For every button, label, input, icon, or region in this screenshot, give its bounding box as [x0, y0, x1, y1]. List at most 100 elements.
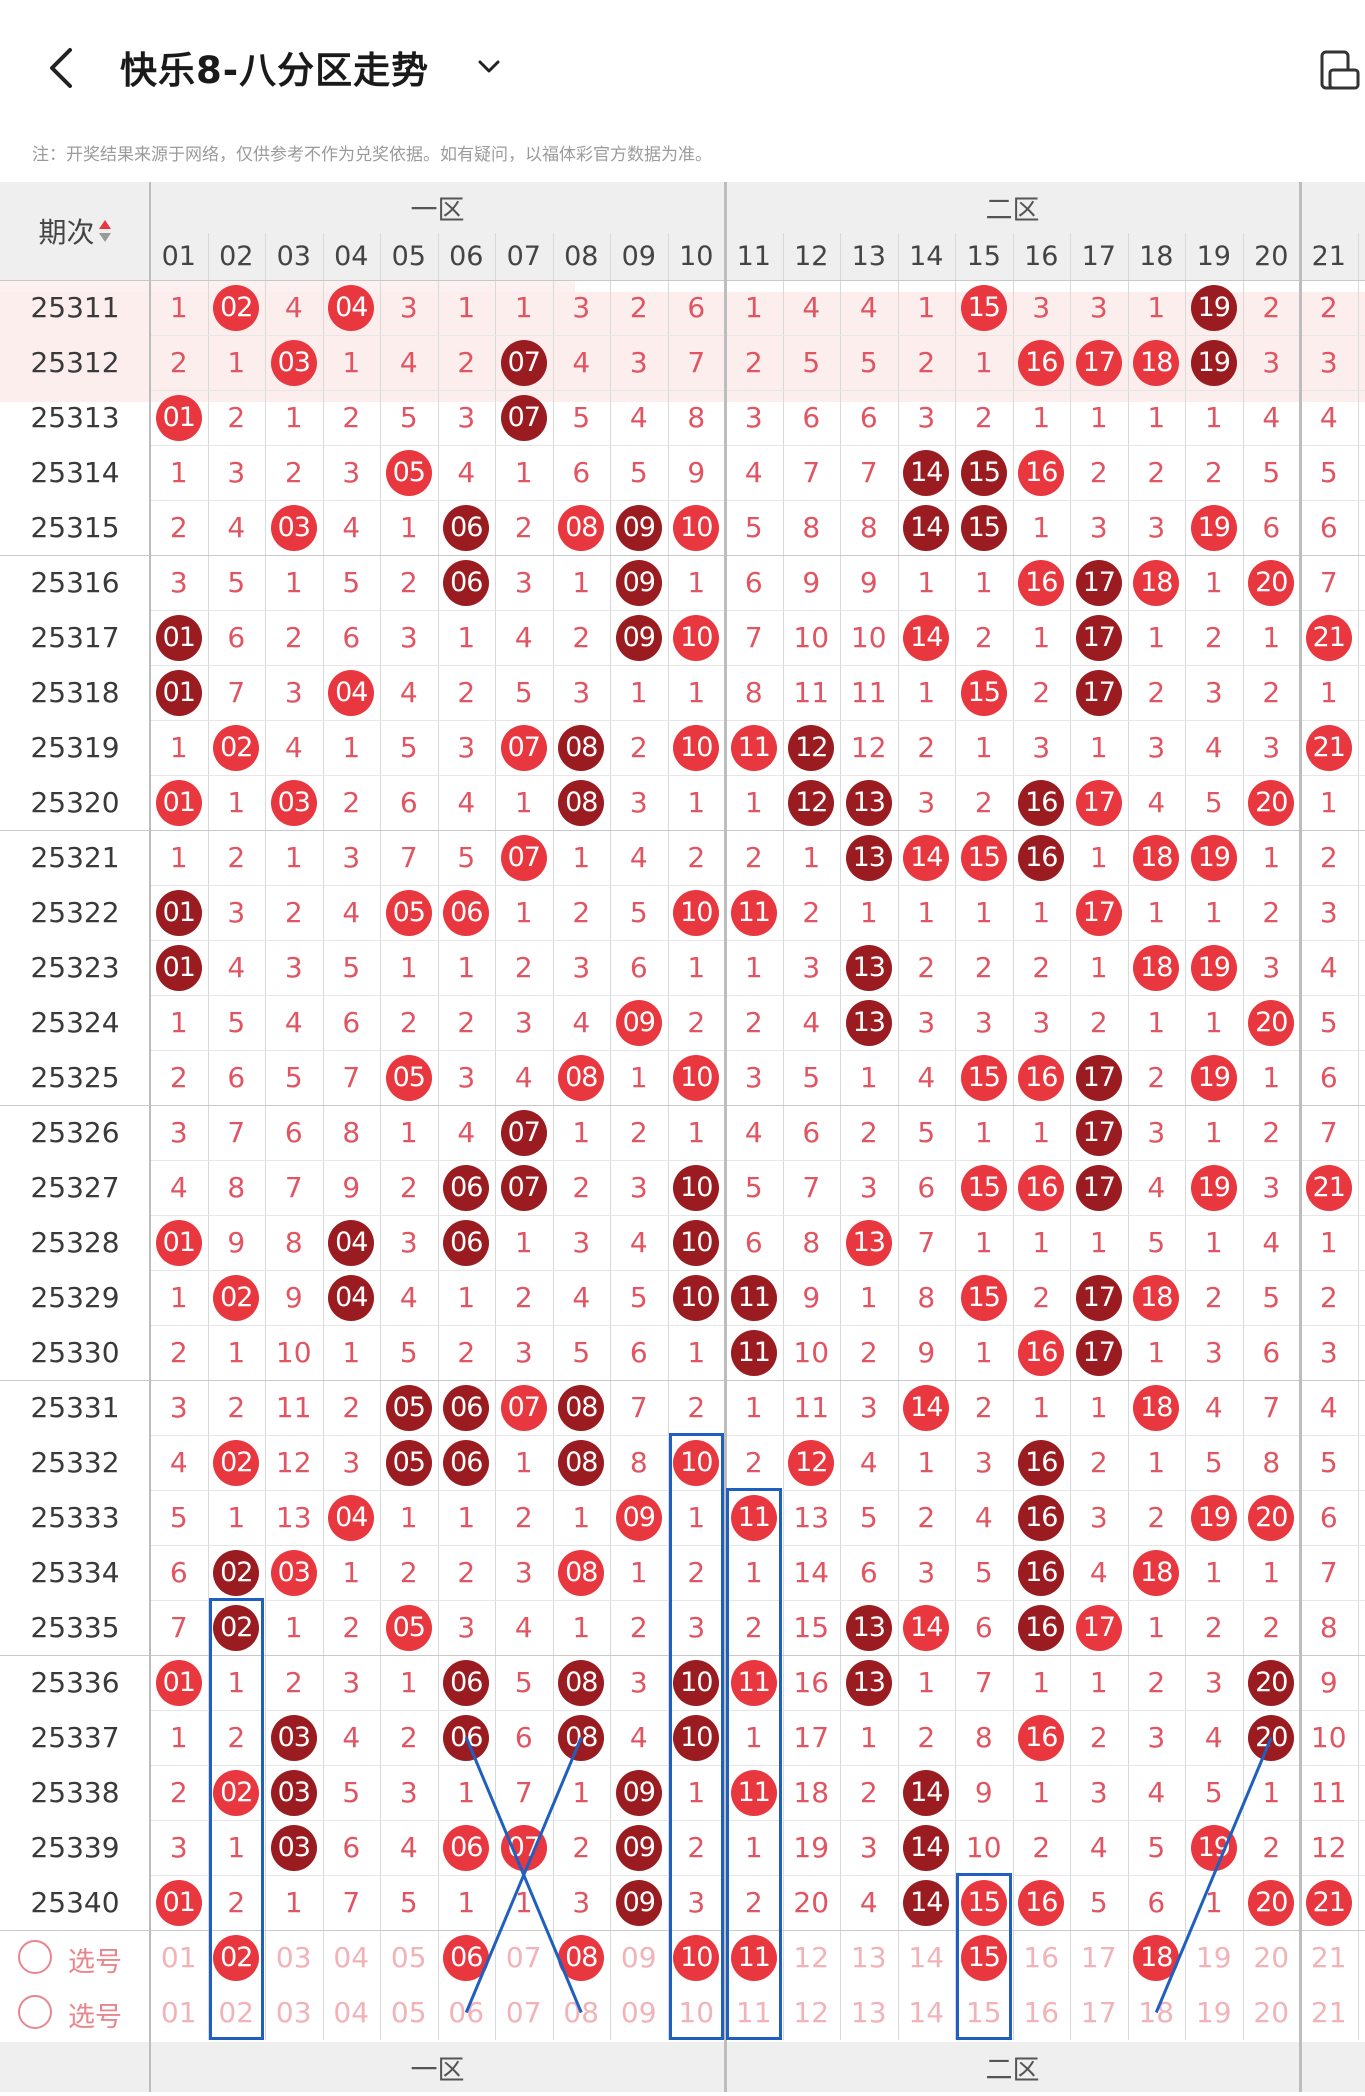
select-number[interactable]: 03	[275, 1941, 312, 1974]
miss-count: 8	[284, 1226, 303, 1259]
miss-count: 5	[1319, 1446, 1338, 1479]
select-number[interactable]: 19	[1195, 1941, 1232, 1974]
column-header[interactable]: 12	[782, 233, 840, 280]
select-number[interactable]: 16	[1023, 1941, 1060, 1974]
select-number[interactable]: 10	[678, 1996, 715, 2029]
select-number[interactable]: 17	[1080, 1941, 1117, 1974]
select-number[interactable]: 01	[160, 1941, 197, 1974]
drawn-number-ball: 09	[615, 1879, 662, 1926]
select-number[interactable]: 12	[793, 1941, 830, 1974]
select-number[interactable]: 20	[1253, 1941, 1290, 1974]
select-number[interactable]: 19	[1195, 1996, 1232, 2029]
drawn-number-ball: 17	[1075, 1604, 1122, 1651]
period-cell: 25339	[30, 1831, 120, 1864]
miss-count: 3	[1319, 896, 1338, 929]
drawn-number-ball: 13	[845, 944, 892, 991]
select-number[interactable]: 07	[505, 1941, 542, 1974]
column-header[interactable]: 13	[840, 233, 898, 280]
miss-count: 5	[227, 1006, 246, 1039]
select-number[interactable]: 06	[448, 1996, 485, 2029]
drawn-number-ball: 11	[730, 889, 777, 936]
select-number[interactable]: 14	[908, 1996, 945, 2029]
column-header[interactable]: 16	[1012, 233, 1070, 280]
column-header[interactable]: 10	[667, 233, 725, 280]
select-label[interactable]: 选号	[68, 1947, 122, 1978]
select-number[interactable]: 21	[1310, 1941, 1347, 1974]
miss-count: 10	[1310, 1721, 1347, 1754]
column-header[interactable]: 08	[552, 233, 610, 280]
selected-number-ball[interactable]: 08	[558, 1934, 605, 1981]
selected-number-ball[interactable]: 18	[1133, 1934, 1180, 1981]
screen-rotate-icon[interactable]	[1318, 48, 1362, 92]
select-label[interactable]: 选号	[68, 2002, 122, 2033]
select-number[interactable]: 11	[735, 1996, 772, 2029]
select-number[interactable]: 12	[793, 1996, 830, 2029]
select-number[interactable]: 03	[275, 1996, 312, 2029]
miss-count: 1	[227, 1666, 246, 1699]
miss-count: 1	[572, 1611, 591, 1644]
selected-number-ball[interactable]: 06	[443, 1934, 490, 1981]
back-arrow-icon[interactable]	[40, 44, 80, 92]
select-number[interactable]: 15	[965, 1996, 1002, 2029]
column-header[interactable]: 09	[610, 233, 668, 280]
drawn-number-ball: 06	[443, 889, 490, 936]
drawn-number-ball: 10	[673, 1274, 720, 1321]
select-number[interactable]: 05	[390, 1996, 427, 2029]
select-number[interactable]: 14	[908, 1941, 945, 1974]
select-number[interactable]: 17	[1080, 1996, 1117, 2029]
column-header[interactable]: 18	[1127, 233, 1185, 280]
column-divider	[1357, 233, 1359, 2040]
column-header[interactable]: 20	[1242, 233, 1300, 280]
select-number[interactable]: 21	[1310, 1996, 1347, 2029]
period-cell: 25314	[30, 456, 120, 489]
drawn-number-ball: 19	[1190, 504, 1237, 551]
column-header[interactable]: 03	[265, 233, 323, 280]
page-title[interactable]: 快乐8-八分区走势	[120, 49, 430, 92]
column-divider	[667, 233, 669, 2040]
select-number[interactable]: 13	[850, 1996, 887, 2029]
select-number[interactable]: 08	[563, 1996, 600, 2029]
column-header[interactable]: 15	[955, 233, 1013, 280]
select-number[interactable]: 02	[218, 1996, 255, 2029]
miss-count: 2	[1204, 621, 1223, 654]
miss-count: 2	[859, 1116, 878, 1149]
select-radio[interactable]	[18, 1940, 52, 1974]
select-number[interactable]: 07	[505, 1996, 542, 2029]
column-header[interactable]: 06	[437, 233, 495, 280]
selected-number-ball[interactable]: 11	[730, 1934, 777, 1981]
select-number[interactable]: 09	[620, 1996, 657, 2029]
select-number[interactable]: 13	[850, 1941, 887, 1974]
miss-count: 3	[859, 1171, 878, 1204]
column-header[interactable]: 14	[897, 233, 955, 280]
select-number[interactable]: 09	[620, 1941, 657, 1974]
selected-number-ball[interactable]: 02	[213, 1934, 260, 1981]
select-number[interactable]: 01	[160, 1996, 197, 2029]
column-header[interactable]: 11	[725, 233, 783, 280]
drawn-number-ball: 20	[1248, 1714, 1295, 1761]
select-radio[interactable]	[18, 1995, 52, 2029]
column-header[interactable]: 01	[150, 233, 208, 280]
drawn-number-ball: 19	[1190, 1494, 1237, 1541]
select-number[interactable]: 05	[390, 1941, 427, 1974]
selected-number-ball[interactable]: 15	[960, 1934, 1007, 1981]
chevron-down-icon[interactable]	[474, 52, 504, 82]
select-number[interactable]: 04	[333, 1996, 370, 2029]
select-number[interactable]: 20	[1253, 1996, 1290, 2029]
miss-count: 5	[1319, 456, 1338, 489]
period-header[interactable]: 期次	[0, 182, 150, 280]
select-number[interactable]: 04	[333, 1941, 370, 1974]
column-header[interactable]: 17	[1070, 233, 1128, 280]
select-number[interactable]: 18	[1138, 1996, 1175, 2029]
column-header[interactable]: 02	[207, 233, 265, 280]
selected-number-ball[interactable]: 10	[673, 1934, 720, 1981]
footer-zone-label-1: 一区	[150, 2042, 725, 2092]
sort-icon[interactable]	[98, 219, 112, 243]
miss-count: 4	[399, 676, 418, 709]
miss-count: 1	[1147, 1446, 1166, 1479]
column-header[interactable]: 07	[495, 233, 553, 280]
column-header[interactable]: 19	[1185, 233, 1243, 280]
select-number[interactable]: 16	[1023, 1996, 1060, 2029]
column-header[interactable]: 04	[322, 233, 380, 280]
column-header[interactable]: 21	[1300, 233, 1358, 280]
column-header[interactable]: 05	[380, 233, 438, 280]
